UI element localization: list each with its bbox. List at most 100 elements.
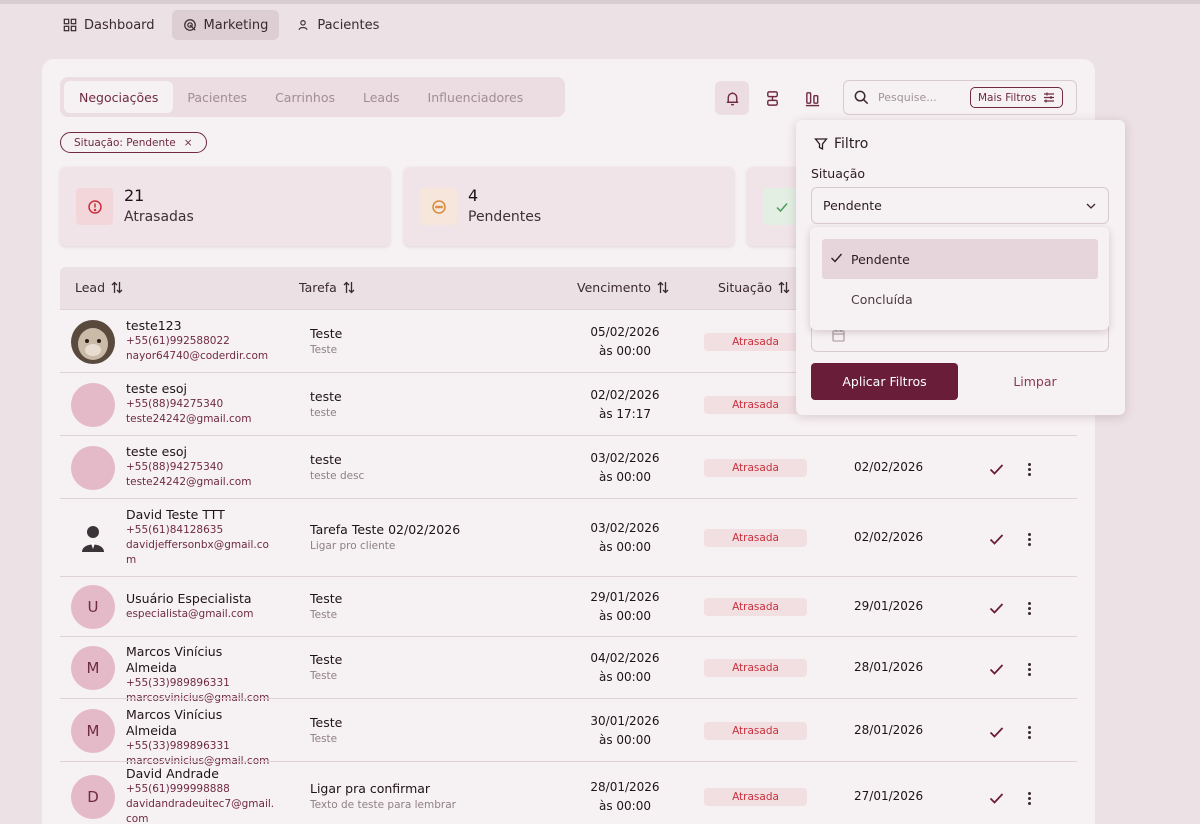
option-label: Concluída bbox=[851, 291, 913, 307]
complete-task-button[interactable] bbox=[989, 461, 1004, 480]
avatar-initial: U bbox=[87, 598, 99, 616]
kebab-dot bbox=[1027, 802, 1031, 805]
check-icon bbox=[989, 603, 1004, 614]
filter-chip-label: Situação: Pendente bbox=[74, 136, 176, 149]
table-row[interactable]: D David Andrade +55(61)999998888 davidandra… bbox=[60, 761, 1077, 824]
column-lead[interactable]: Lead bbox=[75, 280, 123, 295]
stat-label: Atrasadas bbox=[124, 209, 194, 225]
due-time: às 00:00 bbox=[598, 343, 651, 358]
option-pendente[interactable]: Pendente bbox=[822, 239, 1098, 279]
task-title: Tarefa Teste 02/02/2026 bbox=[310, 522, 461, 537]
group-view-button[interactable] bbox=[755, 81, 789, 115]
due-time: às 00:00 bbox=[598, 732, 651, 747]
lead-phone: +55(33)989896331 bbox=[126, 677, 230, 689]
close-icon[interactable]: × bbox=[183, 136, 193, 149]
option-concluida[interactable]: Concluída bbox=[822, 279, 1098, 319]
nav-dashboard[interactable]: Dashboard bbox=[52, 10, 166, 40]
sort-icon bbox=[111, 281, 123, 294]
more-options-button[interactable] bbox=[1023, 792, 1035, 805]
task-date: 02/02/2026 bbox=[854, 459, 924, 474]
due-date: 03/02/2026 bbox=[590, 450, 660, 465]
table-row[interactable]: M Marcos Vinícius Almeida +55(33)989896331… bbox=[60, 698, 1077, 767]
clear-button[interactable]: Limpar bbox=[1013, 374, 1057, 389]
due-info: 02/02/2026 às 17:17 bbox=[570, 386, 680, 424]
filter-panel-title: Filtro bbox=[814, 136, 868, 152]
filter-title-text: Filtro bbox=[834, 136, 869, 152]
table-row[interactable]: teste esoj +55(88)94275340 teste24242@gmai… bbox=[60, 372, 1077, 435]
option-label: Pendente bbox=[851, 251, 910, 267]
kebab-dot bbox=[1027, 663, 1031, 666]
tab-leads[interactable]: Leads bbox=[363, 89, 400, 105]
due-date: 05/02/2026 bbox=[590, 324, 660, 339]
due-date: 02/02/2026 bbox=[590, 387, 660, 402]
notifications-button[interactable] bbox=[715, 81, 749, 115]
lead-info: teste esoj +55(88)94275340 teste24242@gmai… bbox=[126, 444, 276, 490]
task-title: Teste bbox=[310, 591, 343, 606]
more-options-button[interactable] bbox=[1023, 602, 1035, 615]
complete-task-button[interactable] bbox=[989, 790, 1004, 809]
lead-email: marcosvinicius@gmail.com bbox=[126, 754, 270, 767]
apply-filters-button[interactable]: Aplicar Filtros bbox=[811, 363, 958, 400]
kebab-dot bbox=[1027, 533, 1031, 536]
due-date: 28/01/2026 bbox=[590, 780, 660, 794]
table-row[interactable]: David Teste TTT +55(61)84128635 davidjeffe… bbox=[60, 498, 1077, 576]
more-options-button[interactable] bbox=[1023, 663, 1035, 676]
column-vencimento[interactable]: Vencimento bbox=[577, 280, 669, 295]
tab-influenciadores[interactable]: Influenciadores bbox=[427, 89, 524, 105]
complete-task-button[interactable] bbox=[989, 724, 1004, 743]
task-description: Teste bbox=[310, 609, 338, 621]
column-situacao[interactable]: Situação bbox=[718, 280, 790, 295]
avatar bbox=[71, 382, 115, 427]
tab-carrinhos[interactable]: Carrinhos bbox=[275, 89, 335, 105]
more-options-button[interactable] bbox=[1023, 462, 1035, 476]
lead-info: Marcos Vinícius Almeida +55(33)989896331 m… bbox=[126, 707, 276, 769]
filter-chip-situacao[interactable]: Situação: Pendente × bbox=[60, 132, 207, 153]
search-input[interactable] bbox=[878, 91, 962, 104]
task-title: Teste bbox=[310, 325, 343, 341]
kebab-dot bbox=[1027, 612, 1031, 615]
table-row[interactable]: teste esoj +55(88)94275340 teste24242@gmai… bbox=[60, 435, 1077, 498]
lead-name: Marcos Vinícius Almeida bbox=[126, 644, 223, 675]
lead-phone: +55(88)94275340 bbox=[126, 460, 224, 473]
lead-info: teste123 +55(61)992588022 nayor64740@coder… bbox=[126, 318, 276, 364]
status-badge: Atrasada bbox=[704, 721, 807, 740]
kebab-dot bbox=[1027, 602, 1031, 605]
avatar bbox=[71, 445, 115, 490]
column-tarefa[interactable]: Tarefa bbox=[299, 280, 355, 295]
task-description: Ligar pro cliente bbox=[310, 540, 396, 552]
alert-circle-icon bbox=[76, 188, 113, 225]
complete-task-button[interactable] bbox=[989, 531, 1004, 550]
nav-marketing-label: Marketing bbox=[203, 17, 269, 33]
kebab-dot bbox=[1027, 797, 1031, 800]
situacao-select[interactable]: Pendente bbox=[811, 187, 1109, 224]
due-date: 29/01/2026 bbox=[590, 590, 660, 604]
more-filters-button[interactable]: Mais Filtros bbox=[970, 87, 1064, 108]
columns-view-button[interactable] bbox=[795, 81, 829, 115]
situacao-select-value: Pendente bbox=[823, 198, 882, 213]
sort-icon bbox=[778, 281, 790, 294]
due-info: 03/02/2026 às 00:00 bbox=[570, 519, 680, 557]
task-info: teste teste desc bbox=[310, 452, 364, 484]
lead-email: especialista@gmail.com bbox=[126, 607, 254, 620]
task-date: 02/02/2026 bbox=[854, 530, 924, 544]
lead-email: nayor64740@coderdir.com bbox=[126, 349, 269, 362]
task-info: Teste Teste bbox=[310, 591, 342, 623]
task-title: Teste bbox=[310, 652, 343, 667]
complete-task-button[interactable] bbox=[989, 661, 1004, 680]
sliders-icon bbox=[1044, 92, 1055, 103]
table-row[interactable]: M Marcos Vinícius Almeida +55(33)989896331… bbox=[60, 636, 1077, 704]
kebab-dot bbox=[1027, 472, 1031, 476]
more-options-button[interactable] bbox=[1023, 533, 1035, 546]
tab-negociacoes[interactable]: Negociações bbox=[64, 81, 174, 113]
nav-marketing[interactable]: Marketing bbox=[171, 10, 280, 40]
more-options-button[interactable] bbox=[1023, 725, 1035, 739]
table-row[interactable]: U Usuário Especialista especialista@gmail.… bbox=[60, 576, 1077, 636]
task-info: Teste Teste bbox=[310, 715, 342, 747]
complete-task-button[interactable] bbox=[989, 600, 1004, 619]
tab-pacientes[interactable]: Pacientes bbox=[187, 89, 248, 105]
lead-email: teste24242@gmail.com bbox=[126, 412, 252, 425]
stat-label: Pendentes bbox=[468, 209, 542, 225]
nav-pacientes[interactable]: Pacientes bbox=[285, 10, 390, 40]
sort-icon bbox=[657, 281, 669, 294]
table-row[interactable]: teste123 +55(61)992588022 nayor64740@coder… bbox=[60, 309, 1077, 372]
